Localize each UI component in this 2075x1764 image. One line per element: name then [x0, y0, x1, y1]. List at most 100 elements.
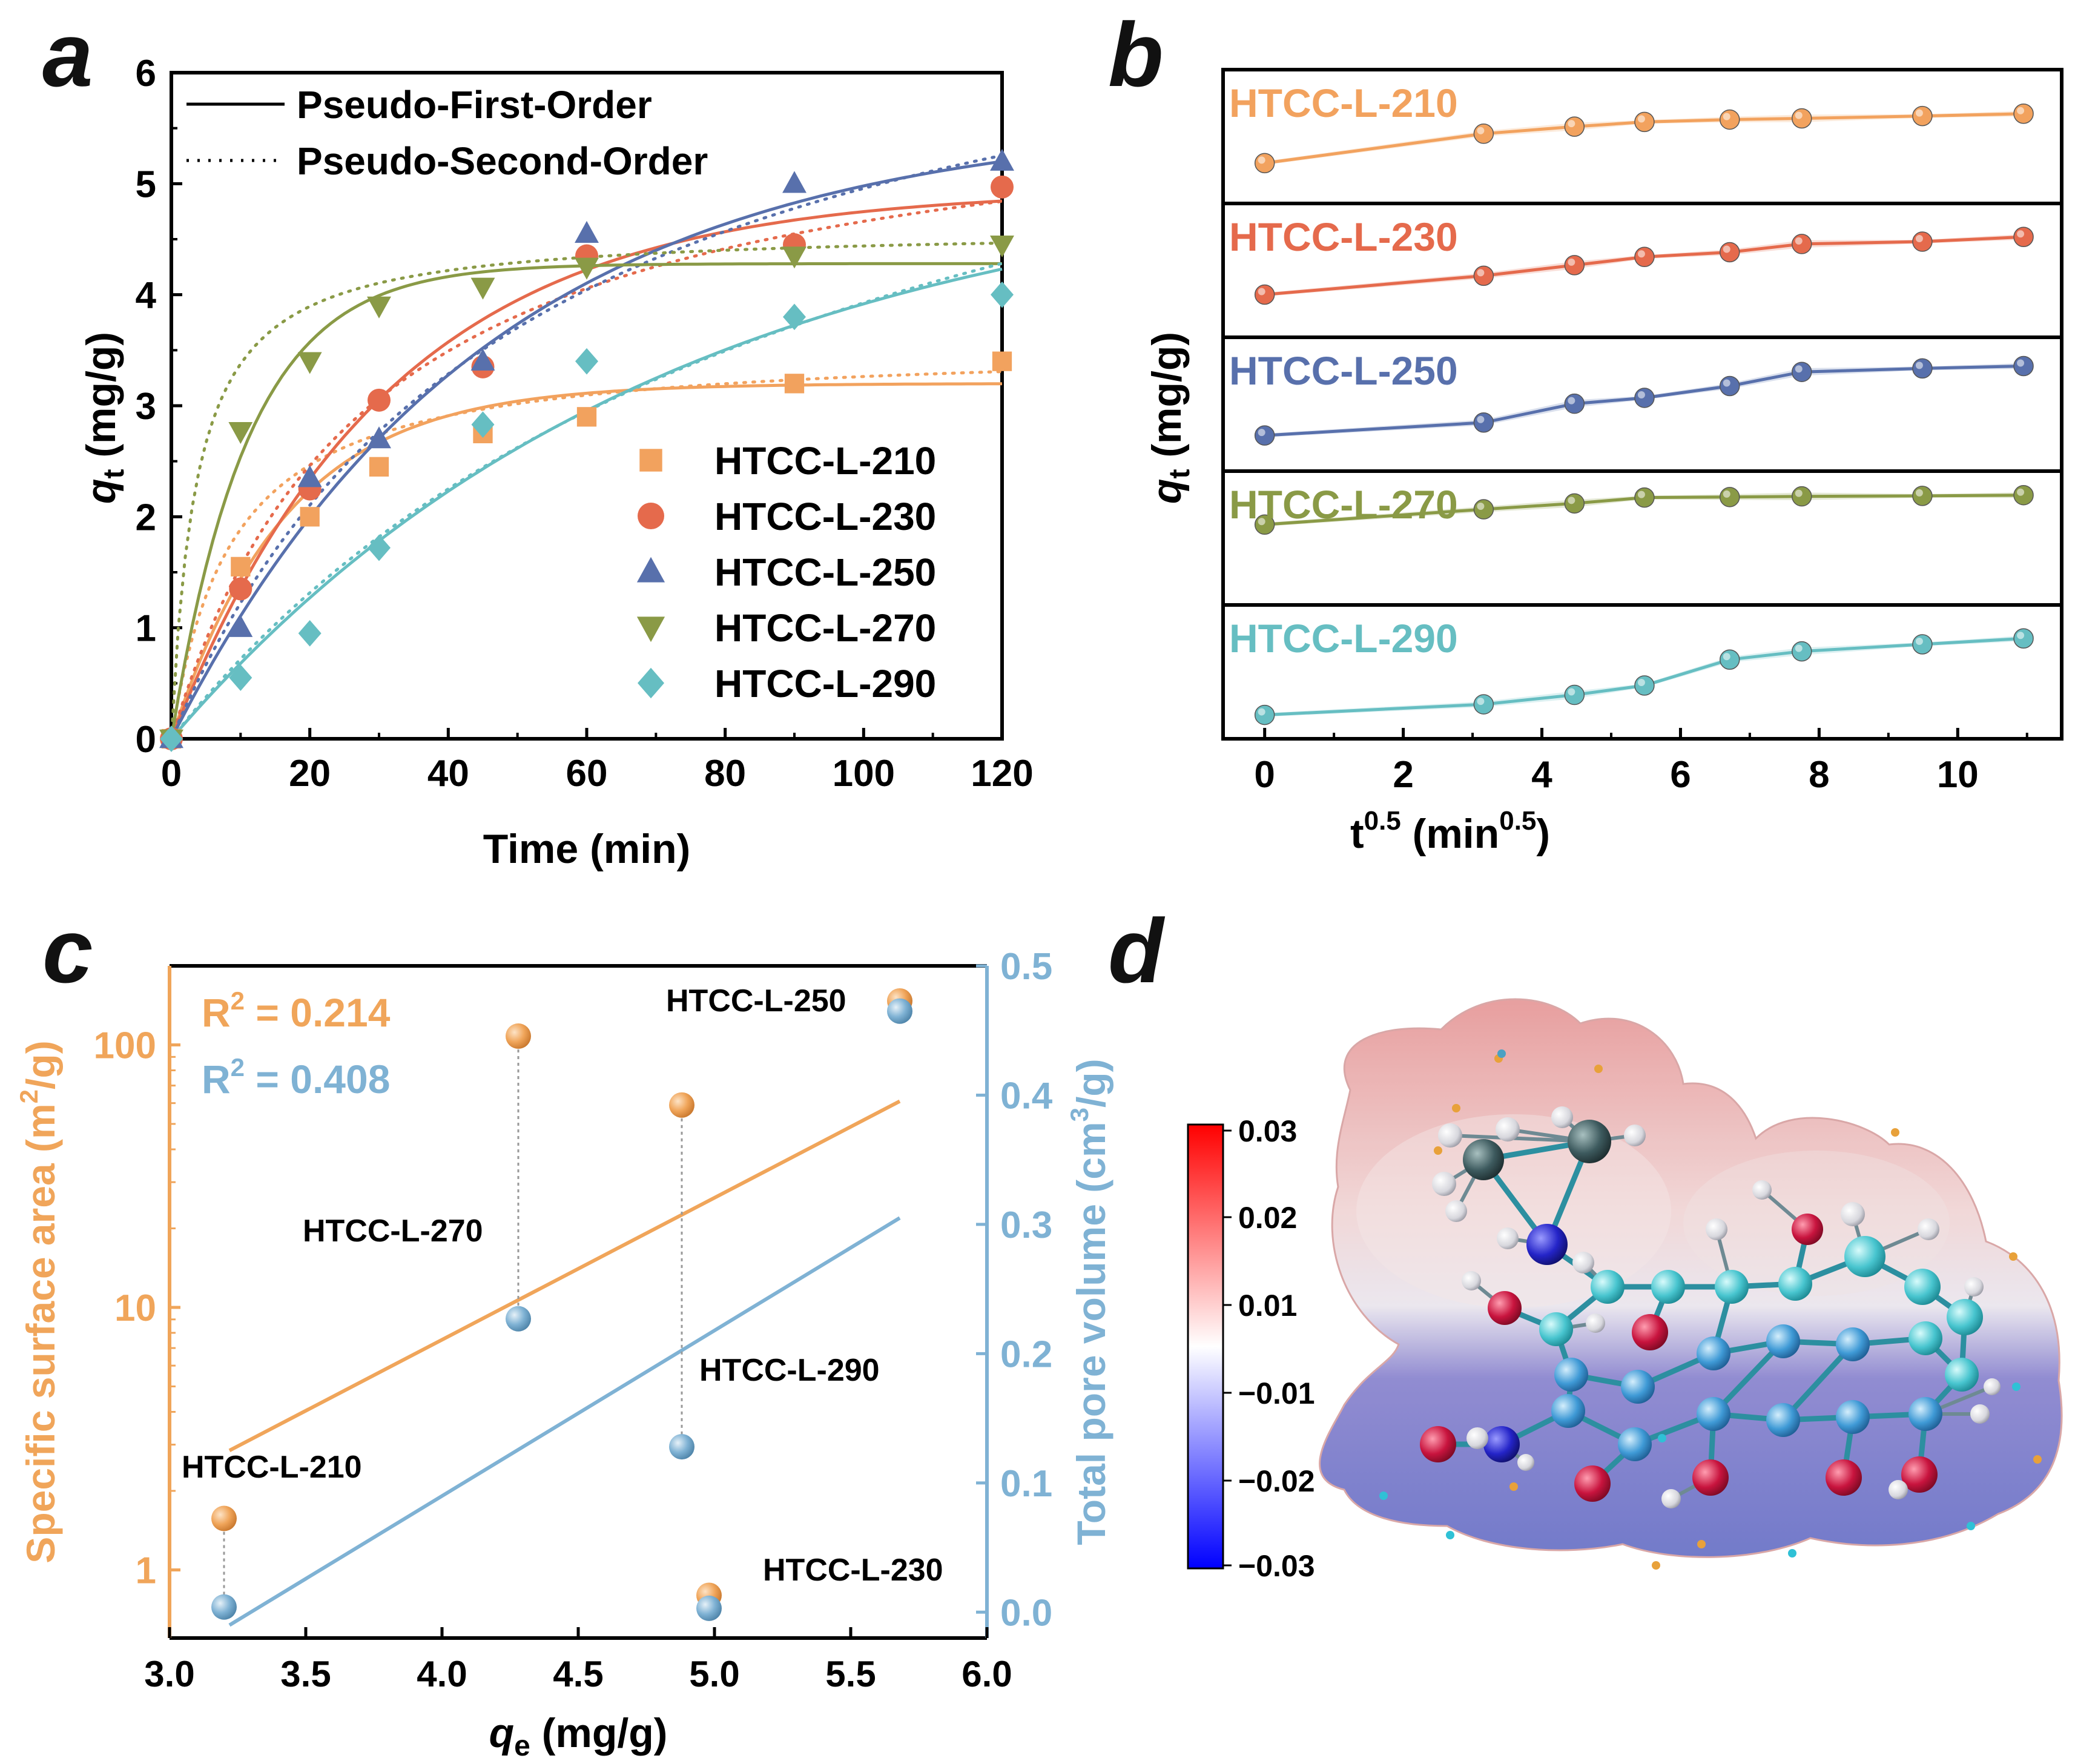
c-xtick-label: 4.0 [417, 1654, 467, 1694]
mol-atom [1908, 1321, 1942, 1355]
mol-cp-dot [2009, 1252, 2017, 1261]
a-point-HTCC-L-270 [470, 277, 495, 300]
b-point [1473, 412, 1494, 433]
b-point [1254, 425, 1275, 446]
colorbar-tick-label: −0.02 [1238, 1464, 1315, 1498]
a-legend-label: HTCC-L-270 [714, 606, 936, 650]
c-xtick-label: 3.0 [144, 1654, 194, 1694]
b-point-shine [1915, 489, 1923, 497]
a-ytick-label: 4 [136, 275, 157, 317]
c-point-ssa-HTCC-L-270 [506, 1023, 531, 1049]
a-point-HTCC-L-230 [229, 577, 252, 601]
b-strip-HTCC-L-250: HTCC-L-250 [1221, 335, 2063, 473]
b-xtick-label: 0 [1254, 754, 1275, 796]
colorbar-tick-label: 0.02 [1238, 1201, 1297, 1235]
mol-atom [1908, 1397, 1942, 1431]
c-ytick-left-label: 1 [136, 1550, 156, 1591]
mol-atom [1463, 1139, 1504, 1180]
b-point [1912, 231, 1933, 252]
panel-b-label: b [1108, 4, 1164, 105]
b-strip-frame [1221, 603, 2063, 741]
b-ylabel-unit: (mg/g) [1144, 332, 1190, 469]
b-point-shine [1723, 653, 1730, 661]
colorbar-tick-label: 0.01 [1238, 1289, 1297, 1323]
b-strip-HTCC-L-270: HTCC-L-270 [1221, 469, 2063, 607]
b-point [1792, 641, 1812, 662]
b-line [1264, 365, 2024, 437]
a-xtick-label: 0 [161, 753, 182, 794]
panel-c-marks: HTCC-L-210 HTCC-L-230 HTCC-L-250 HTCC-L-270… [182, 983, 943, 1627]
b-point [1792, 362, 1812, 382]
a-point-HTCC-L-270 [297, 352, 322, 374]
b-point-shine [1637, 678, 1645, 686]
a-legend-marker-HTCC-L-290 [638, 667, 664, 699]
b-point [1254, 284, 1275, 305]
b-point-shine [1568, 258, 1575, 266]
pso-curve-HTCC-L-290 [170, 262, 1004, 741]
a-legend-marker-HTCC-L-230 [638, 503, 664, 529]
b-band [1264, 234, 2024, 297]
b-point [1792, 234, 1812, 254]
mol-cp-dot [2012, 1382, 2021, 1391]
c-ytick-right-label: 0.4 [1000, 1075, 1053, 1117]
b-point [1254, 153, 1275, 174]
a-point-HTCC-L-210 [231, 557, 251, 576]
a-point-HTCC-L-250 [990, 148, 1014, 171]
legend-pso-label: Pseudo-Second-Order [297, 139, 708, 183]
a-ytick-label: 1 [136, 608, 156, 650]
mol-atom [1792, 1214, 1823, 1245]
c-point-label: HTCC-L-290 [699, 1353, 880, 1388]
mol-atom [1715, 1270, 1749, 1304]
panel-c: c 3.0 3.5 4.0 4.5 5.0 5.5 6.0 1 10 100 0.0 0.1 0.2 0.… [15, 900, 1113, 1762]
mol-atom [1904, 1269, 1941, 1305]
b-xtick-label: 10 [1937, 754, 1979, 796]
panel-a-series-legend: HTCC-L-210 HTCC-L-230 HTCC-L-250 HTCC-L-270… [636, 439, 936, 705]
c-ytick-left-label: 100 [94, 1025, 156, 1066]
b-point-shine [2017, 632, 2025, 639]
b-point-shine [1915, 637, 1923, 645]
mol-atom [1438, 1123, 1462, 1148]
mol-atom [1697, 1397, 1730, 1431]
b-point [1473, 124, 1494, 144]
b-point-shine [1723, 113, 1730, 121]
mol-atom [1901, 1456, 1938, 1493]
c-xtick-label: 5.0 [689, 1654, 739, 1694]
b-point [1564, 255, 1585, 276]
c-point-label: HTCC-L-210 [182, 1450, 362, 1485]
panel-b-xlabel: t0.5 (min0.5) [1350, 806, 1550, 857]
b-point [1719, 242, 1740, 263]
mol-atom [1624, 1125, 1646, 1146]
panel-a-label: a [42, 4, 93, 105]
mol-atom [1517, 1454, 1534, 1471]
mol-atom [1836, 1327, 1870, 1361]
c-yr-sup: 3 [1065, 1108, 1094, 1121]
b-strip-label: HTCC-L-230 [1229, 214, 1458, 259]
c-point-label: HTCC-L-230 [763, 1553, 943, 1588]
panel-b-strips: HTCC-L-210 HTCC-L-230 HTCC-L-250 HTCC-L-270… [1221, 68, 2063, 741]
a-point-HTCC-L-210 [784, 374, 805, 394]
mol-cp-dot [1891, 1128, 1899, 1137]
b-line [1264, 112, 2024, 165]
a-legend-marker-HTCC-L-250 [636, 557, 665, 583]
a-xtick-label: 120 [971, 753, 1033, 794]
mol-atom [1692, 1459, 1729, 1496]
a-point-HTCC-L-230 [991, 175, 1014, 199]
colorbar-ticks: 0.03 0.02 0.01 −0.01 −0.02 −0.03 [1223, 1114, 1315, 1583]
c-ytick-right-label: 0.5 [1000, 946, 1052, 988]
b-point-shine [1637, 250, 1645, 258]
b-line [1264, 636, 2024, 717]
a-point-HTCC-L-250 [575, 220, 599, 243]
c-point-tpv-HTCC-L-210 [211, 1594, 237, 1620]
c-ytick-right-label: 0.2 [1000, 1333, 1052, 1375]
panel-d: d 0.03 0.02 0.01 −0.01 −0.02 −0.03 [1108, 900, 2063, 1583]
c-xlabel-q: q [489, 1710, 515, 1756]
b-point-shine [1568, 688, 1575, 696]
b-point [1912, 634, 1933, 655]
a-xtick-label: 60 [566, 753, 608, 794]
b-point [1792, 108, 1812, 129]
mol-atom [1432, 1172, 1456, 1196]
a-point-HTCC-L-250 [782, 171, 807, 193]
mol-cp-dot [1497, 1049, 1506, 1058]
b-ylabel-sub: t [1164, 469, 1196, 479]
b-point-shine [1477, 127, 1485, 134]
